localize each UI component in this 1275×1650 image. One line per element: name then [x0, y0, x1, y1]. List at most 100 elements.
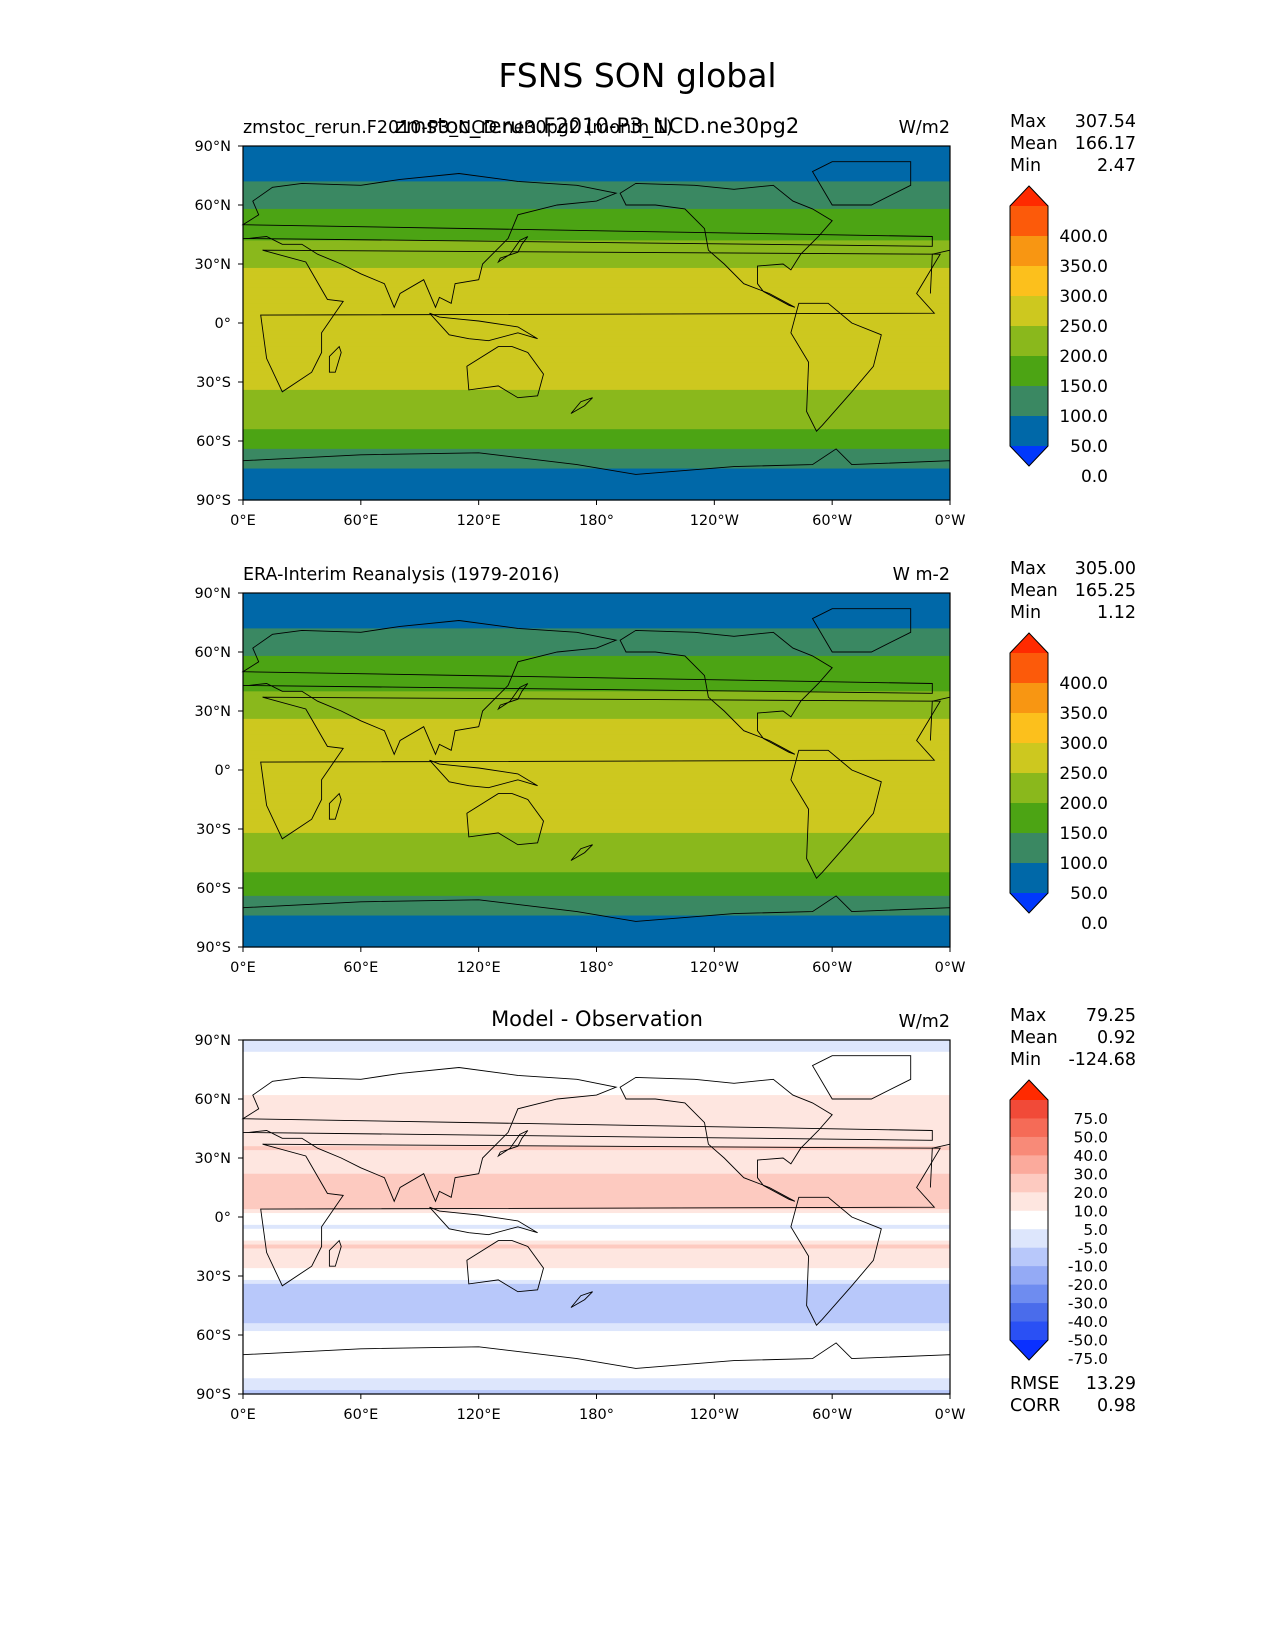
coastline-wrap [929, 249, 951, 294]
zonal-band [243, 252, 950, 257]
zonal-band [243, 1327, 950, 1332]
colorbar-label: -50.0 [1068, 1332, 1108, 1350]
colorbar-swatch [1010, 863, 1048, 894]
y-tick-label: 90°N [194, 1033, 231, 1049]
zonal-band [243, 872, 950, 877]
zonal-band [243, 1118, 950, 1124]
stat-min: Min 2.47 [1010, 156, 1136, 176]
y-tick-label: 90°S [196, 940, 231, 956]
colorbar-label: 0.0 [1081, 914, 1108, 934]
zonal-band [243, 671, 950, 677]
zonal-band [243, 1043, 950, 1049]
zonal-band [243, 939, 950, 944]
colorbar-swatch [1010, 803, 1048, 834]
zonal-band [243, 593, 950, 598]
zonal-band [243, 1087, 950, 1092]
colorbar-swatch [1010, 1303, 1048, 1323]
zonal-band [243, 679, 950, 685]
y-tick-label: 60°S [196, 881, 231, 897]
zonal-band [243, 923, 950, 928]
zonal-band [243, 1102, 950, 1108]
coastline-south-america [790, 302, 882, 432]
colorbar-swatch [1010, 1266, 1048, 1286]
x-tick-label: 120°E [457, 513, 501, 529]
zonal-band [243, 856, 950, 862]
colorbar-swatch [1010, 206, 1048, 237]
zonal-band [243, 358, 950, 363]
colorbar-swatch [1010, 1173, 1048, 1193]
colorbar-label: 400.0 [1059, 227, 1108, 247]
zonal-band [243, 1154, 950, 1159]
stat-max: Max 79.25 [1010, 1006, 1136, 1026]
zonal-band [243, 655, 950, 661]
zonal-band [243, 793, 950, 799]
zonal-band [243, 323, 950, 328]
zonal-band [243, 844, 950, 850]
zonal-band [243, 691, 950, 696]
zonal-band [243, 295, 950, 300]
zonal-band [243, 244, 950, 249]
panel-3-extra-stats: RMSE 13.29 CORR 0.98 [1010, 1373, 1136, 1417]
coastline-japan [497, 1130, 529, 1158]
zonal-band [243, 385, 950, 391]
zonal-band [243, 1173, 950, 1179]
zonal-band [243, 644, 950, 649]
zonal-band [243, 785, 950, 791]
coastline-wrap [929, 1143, 951, 1188]
zonal-band [243, 648, 950, 653]
zonal-band [243, 441, 950, 446]
zonal-band [243, 596, 950, 602]
coastline-eurasia [241, 620, 933, 756]
zonal-band [243, 307, 950, 312]
zonal-band [243, 703, 950, 708]
zonal-band [243, 1228, 950, 1234]
zonal-band [243, 1189, 950, 1194]
panel-1-stats: Max 307.54 Mean 166.17 Min 2.47 [1010, 111, 1136, 177]
x-tick-label: 120°W [690, 960, 739, 976]
zonal-band [243, 1244, 950, 1250]
zonal-band [243, 201, 950, 206]
zonal-band [243, 173, 950, 179]
zonal-band [243, 616, 950, 622]
colorbar-swatch [1010, 326, 1048, 357]
colorbar-1: 400.0 350.0 300.0 250.0 200.0 150.0 100.0 50.0 0… [1009, 185, 1108, 487]
coastline-australia [466, 346, 544, 399]
zonal-band [243, 1083, 950, 1088]
zonal-band [243, 437, 950, 442]
colorbar-2: 400.0 350.0 300.0 250.0 200.0 150.0 100.0 50.0 0… [1009, 632, 1108, 934]
zonal-band [243, 1331, 950, 1336]
zonal-band [243, 624, 950, 629]
coastline-north-america [619, 1076, 833, 1202]
panel-1-title: zmstoc_rerun.F2010-P3_NCD.ne30pg2 [394, 114, 800, 138]
coastline-madagascar [328, 792, 342, 820]
x-tick-label: 60°W [812, 960, 852, 976]
coastline-indonesia [429, 1206, 538, 1236]
zonal-band [243, 1205, 950, 1210]
colorbar-swatch [1010, 1229, 1048, 1249]
colorbar-outline [1009, 1079, 1049, 1361]
coastline-australia [466, 793, 544, 846]
zonal-band [243, 1165, 950, 1171]
zonal-band [243, 805, 950, 810]
zonal-band [243, 868, 950, 873]
colorbar-outline [1009, 632, 1049, 914]
zonal-band [243, 1067, 950, 1073]
zonal-band [243, 1040, 950, 1045]
zonal-band [243, 718, 950, 724]
coastline-indonesia [429, 759, 538, 789]
colorbar-swatch [1010, 1247, 1048, 1267]
zonal-band [243, 350, 950, 356]
zonal-band [243, 429, 950, 434]
zonal-band [243, 382, 950, 387]
zonal-band [243, 149, 950, 155]
zonal-band [243, 722, 950, 728]
zonal-band [243, 659, 950, 665]
zonal-band [243, 1323, 950, 1328]
zonal-band [243, 899, 950, 905]
zonal-band [243, 444, 950, 450]
zonal-band [243, 208, 950, 214]
colorbar-label: 100.0 [1059, 407, 1108, 427]
zonal-band [243, 232, 950, 238]
zonal-band [243, 832, 950, 838]
zonal-band [243, 636, 950, 641]
